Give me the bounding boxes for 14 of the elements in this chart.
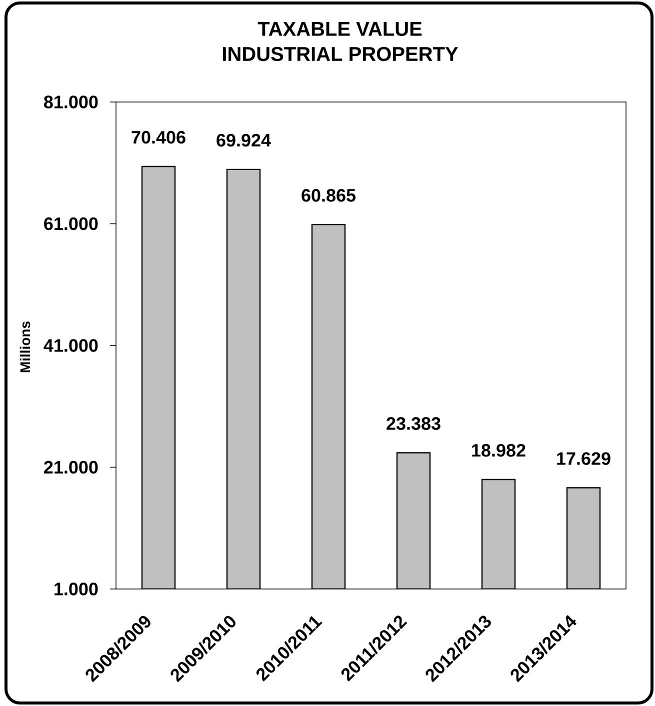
data-label: 18.982 <box>472 444 526 457</box>
y-tick-label: 81.000 <box>44 96 98 108</box>
data-label: 70.406 <box>132 130 186 144</box>
y-tick-label: 41.000 <box>44 339 98 352</box>
chart-title: TAXABLE VALUE <box>258 22 422 36</box>
data-label: 17.629 <box>557 452 610 465</box>
y-tick-label: 1.000 <box>54 582 98 596</box>
data-label: 60.865 <box>302 189 356 202</box>
y-tick-label: 61.000 <box>44 217 98 230</box>
data-label: 69.924 <box>216 134 271 147</box>
chart-subtitle: INDUSTRIAL PROPERTY <box>223 46 458 62</box>
y-tick-label: 21.000 <box>44 460 98 474</box>
data-label: 23.383 <box>386 417 440 430</box>
y-axis-title: Millions <box>20 321 30 372</box>
